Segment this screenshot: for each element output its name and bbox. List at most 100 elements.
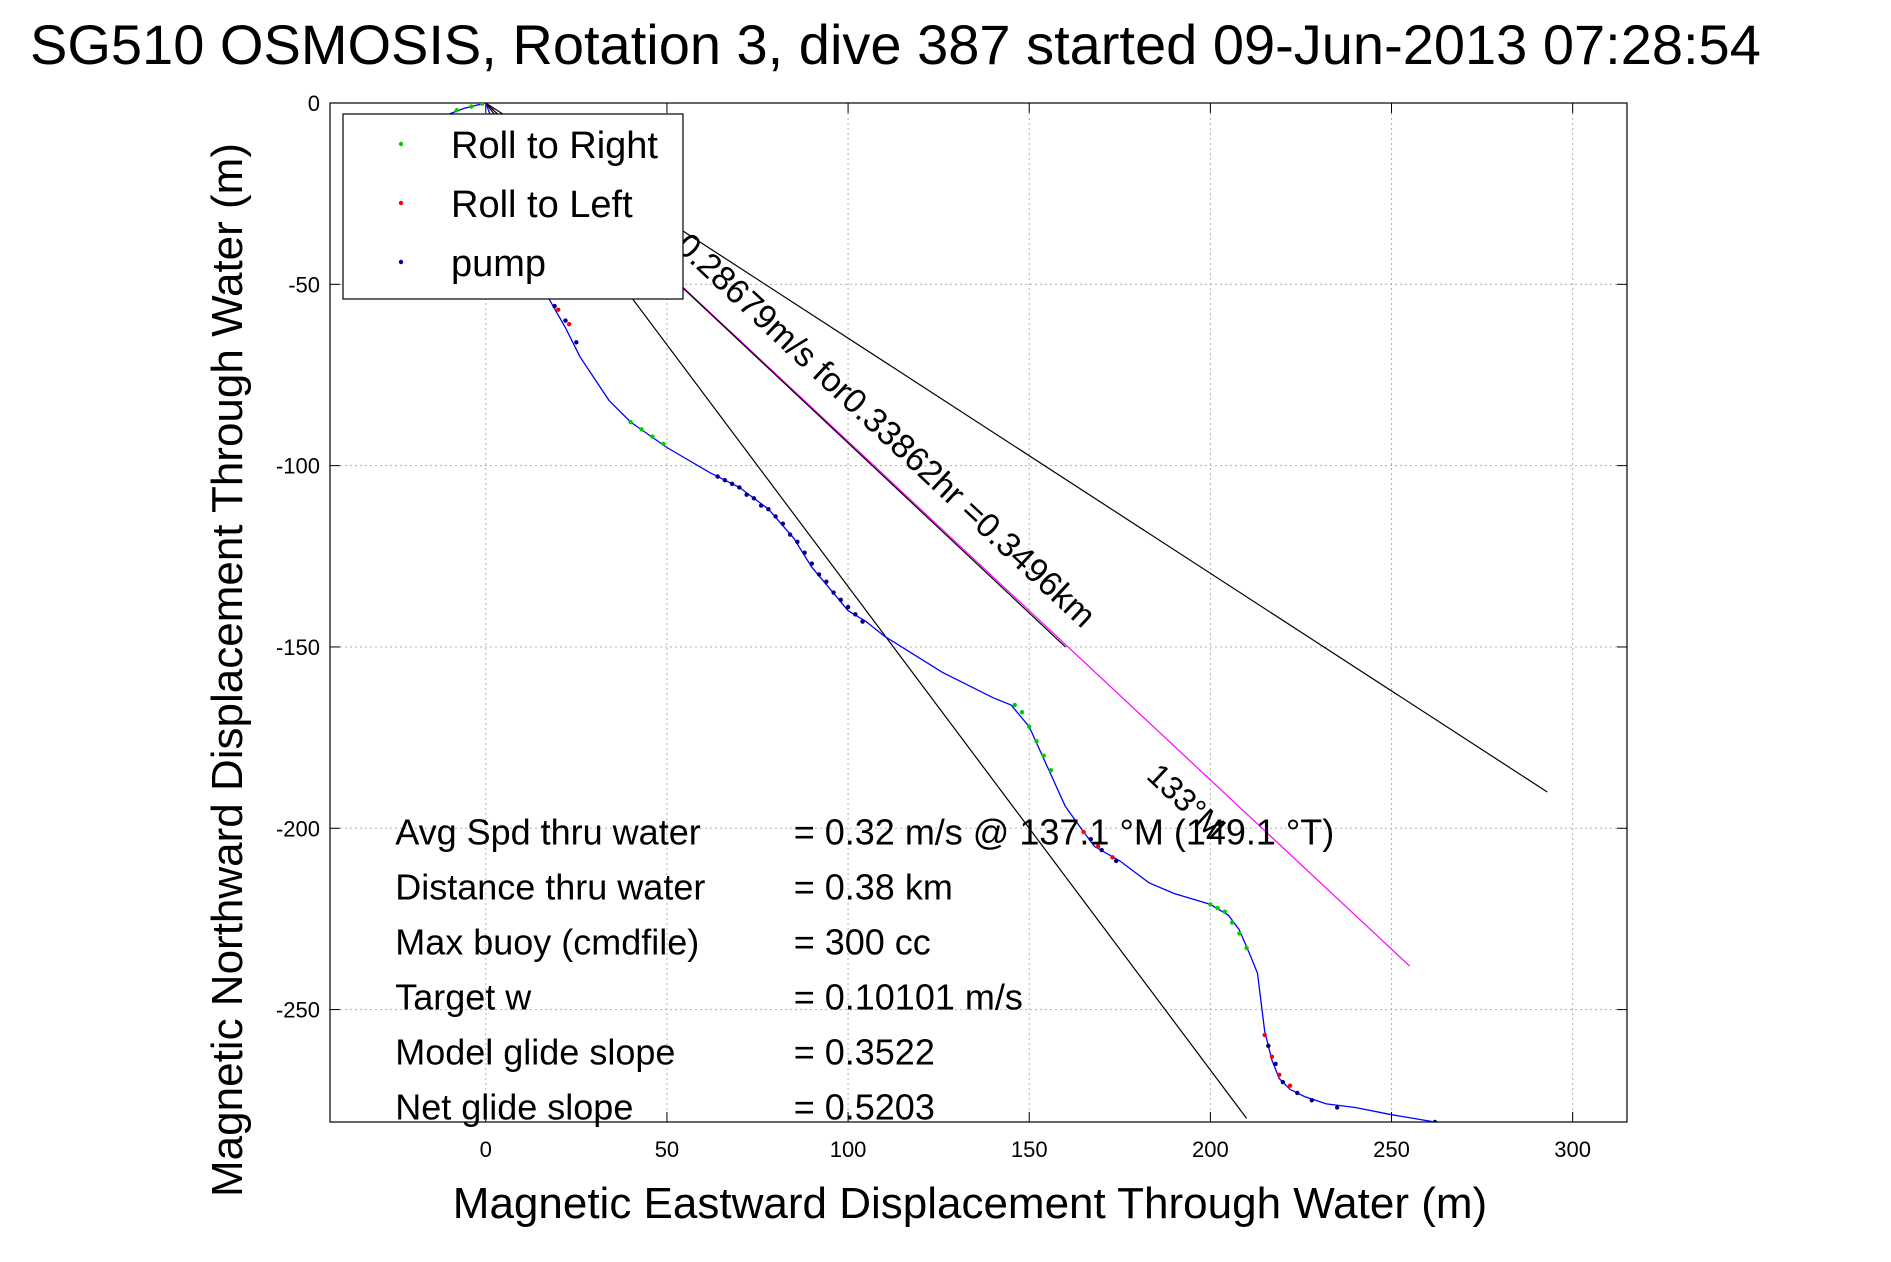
pump-point [737, 485, 742, 490]
legend-label: pump [451, 243, 546, 285]
pump-point [802, 550, 807, 555]
pump-point [715, 474, 720, 479]
roll-right-point [1215, 905, 1220, 911]
pump-point [1280, 1079, 1286, 1085]
pump-point [1309, 1098, 1315, 1103]
pump-point [780, 521, 786, 526]
y-tick-label: -150 [276, 635, 320, 660]
stat-label: Model glide slope [395, 1031, 675, 1072]
roll-right-point [1034, 739, 1039, 744]
pump-point [751, 496, 757, 501]
roll-left-point [1110, 855, 1115, 860]
pump-point [1334, 1105, 1340, 1110]
legend-marker [398, 141, 404, 147]
pump-point [766, 506, 771, 512]
stat-value: = 300 cc [794, 921, 931, 962]
roll-right-point [661, 441, 666, 447]
pump-point [809, 561, 815, 566]
roll-right-point [1048, 768, 1054, 773]
pump-point [563, 318, 568, 323]
roll-right-point [1229, 920, 1235, 925]
stat-value: = 0.32 m/s @ 137.1 °M (149.1 °T) [794, 811, 1335, 852]
net-track-label: 0.28679m/s for0.33862hr =0.3496km [669, 226, 1103, 635]
legend-label: Roll to Right [451, 125, 658, 167]
x-tick-label: 200 [1192, 1137, 1229, 1162]
y-tick-label: -100 [276, 454, 320, 479]
pump-point [795, 539, 800, 544]
stat-label: Max buoy (cmdfile) [395, 921, 699, 962]
stat-label: Net glide slope [395, 1086, 633, 1127]
pump-point [758, 503, 764, 508]
stat-value: = 0.3522 [794, 1031, 935, 1072]
pump-point [816, 572, 822, 577]
axes-box [329, 102, 1628, 1123]
stat-value: = 0.10101 m/s [794, 976, 1023, 1017]
x-tick-label: 150 [1011, 1137, 1048, 1162]
pump-point [1273, 1061, 1278, 1067]
pump-point [744, 492, 749, 497]
stat-value: = 0.5203 [794, 1086, 935, 1127]
legend: Roll to Right Roll to Left pump [342, 113, 684, 300]
pump-point [773, 514, 778, 519]
roll-right-point [479, 103, 485, 106]
y-tick-label: 0 [308, 91, 320, 116]
x-tick-label: 250 [1373, 1137, 1410, 1162]
roll-right-point [454, 108, 460, 113]
pump-point [552, 303, 557, 309]
stat-label: Avg Spd thru water [395, 811, 701, 852]
roll-right-point [639, 427, 644, 432]
pump-point [722, 477, 728, 483]
roll-right-point [1222, 909, 1228, 914]
pump-point [1099, 847, 1104, 853]
pump-point [1266, 1043, 1271, 1049]
roll-right-point [1041, 753, 1046, 758]
legend-marker [398, 200, 404, 206]
x-tick-label: 100 [830, 1137, 867, 1162]
roll-right-point [469, 104, 474, 109]
pump-point [845, 604, 851, 610]
x-tick-label: 300 [1554, 1137, 1591, 1162]
y-tick-label: -50 [288, 272, 320, 297]
annotations: 0.28679m/s for0.33862hr =0.3496km133°MAv… [395, 226, 1334, 1127]
pump-point [853, 612, 858, 617]
stat-value: = 0.38 km [794, 866, 953, 907]
pump-point [1113, 858, 1119, 864]
roll-right-point [1012, 702, 1017, 708]
pump-point [729, 481, 735, 486]
roll-right-point [628, 419, 633, 425]
roll-right-point [1208, 902, 1213, 907]
pump-point [824, 579, 829, 584]
pump-point [574, 340, 579, 345]
roll-left-point [566, 322, 572, 327]
y-tick-label: -250 [276, 998, 320, 1023]
dive-track [449, 103, 1436, 1122]
roll-left-point [1081, 829, 1086, 835]
roll-left-point [1262, 1032, 1267, 1038]
legend-marker [398, 259, 404, 265]
roll-right-point [1237, 931, 1242, 936]
x-axis-label: Magnetic Eastward Displacement Through W… [453, 1179, 1487, 1228]
roll-left-point [1269, 1054, 1275, 1059]
roll-right-point [1019, 710, 1025, 715]
legend-label: Roll to Left [451, 184, 633, 226]
roll-left-point [1277, 1072, 1282, 1078]
x-tick-label: 0 [480, 1137, 492, 1162]
pump-point [787, 532, 793, 537]
pump-point [838, 597, 844, 603]
roll-left-point [556, 307, 561, 312]
y-axis-label: Magnetic Northward Displacement Through … [203, 143, 252, 1197]
x-tick-label: 50 [655, 1137, 679, 1162]
roll-left-point [1095, 844, 1101, 849]
roll-left-point [1287, 1083, 1293, 1088]
pump-point [860, 619, 865, 624]
pump-point [831, 590, 836, 595]
pump-point [1088, 836, 1094, 842]
pump-point [1432, 1119, 1438, 1122]
y-tick-label: -200 [276, 816, 320, 841]
roll-right-point [650, 434, 655, 439]
stat-label: Target w [395, 976, 532, 1017]
stat-label: Distance thru water [395, 866, 705, 907]
roll-right-point [1244, 945, 1249, 951]
pump-point [1295, 1090, 1300, 1096]
